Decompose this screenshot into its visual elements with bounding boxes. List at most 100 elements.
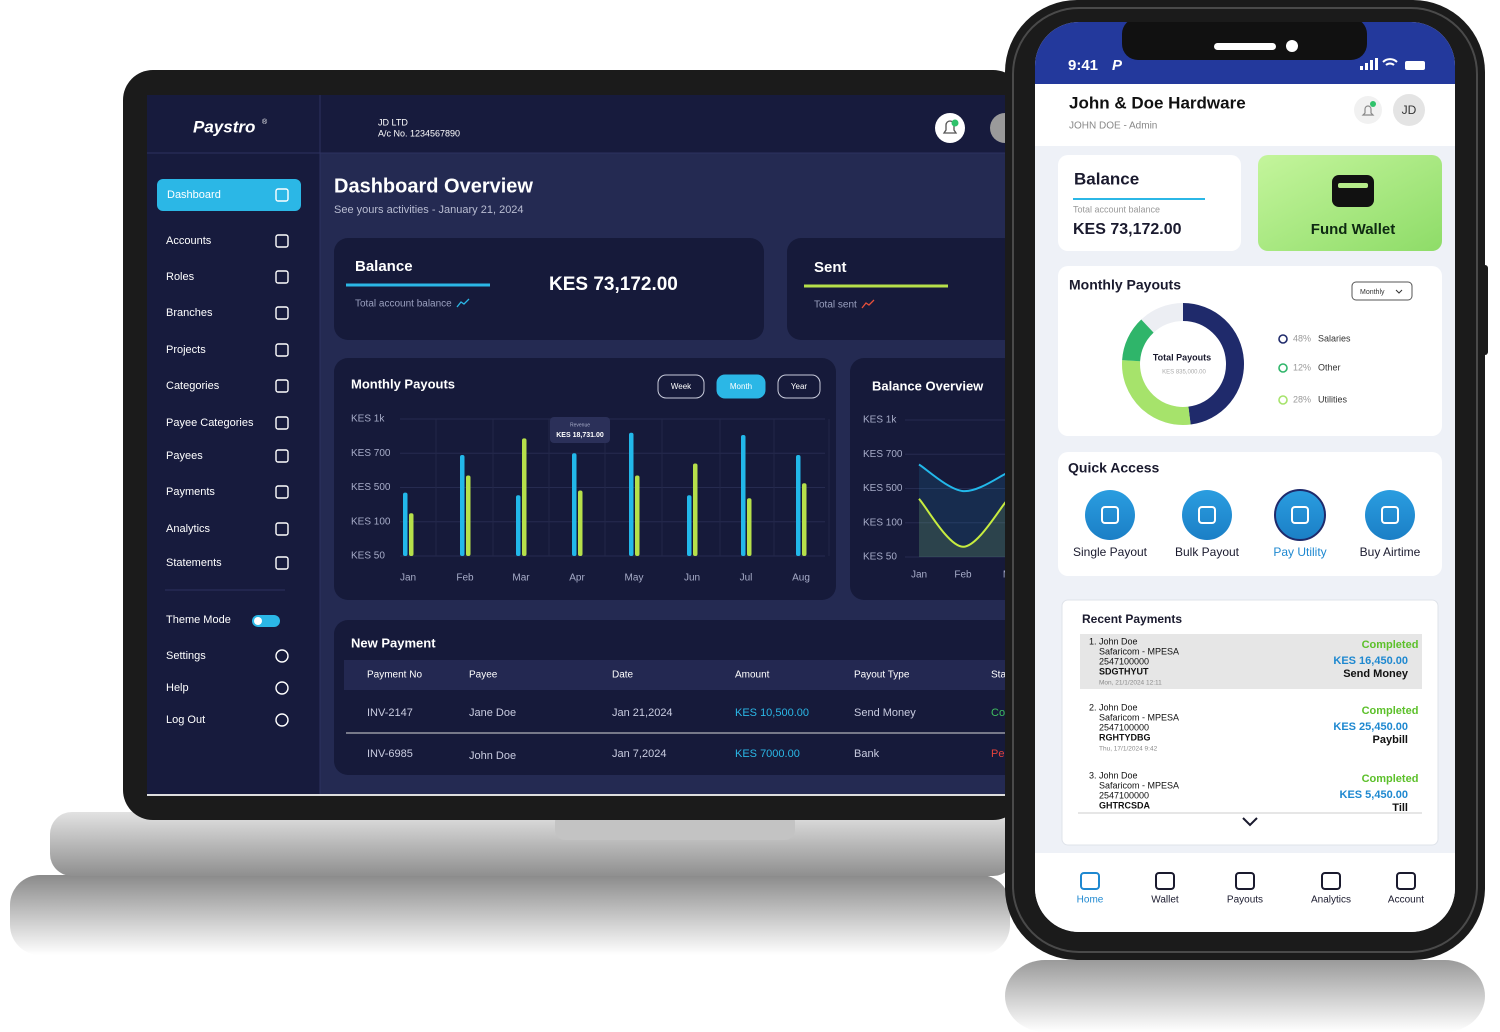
- payment-code: RGHTYDBG: [1099, 732, 1151, 742]
- column-header: Sta: [991, 670, 1006, 681]
- quick-action-button[interactable]: [1085, 490, 1135, 540]
- wifi-icon: [1382, 58, 1398, 66]
- sidebar: [147, 95, 320, 795]
- balance-card: [334, 238, 764, 340]
- payment-channel: Safaricom - MPESA: [1099, 712, 1179, 722]
- legend-value: 48%: [1293, 333, 1311, 343]
- table-cell: Per: [991, 748, 1008, 760]
- nav-item[interactable]: Settings: [166, 650, 206, 662]
- tab-label[interactable]: Payouts: [1227, 895, 1263, 906]
- quick-action-label[interactable]: Bulk Payout: [1175, 545, 1240, 559]
- period-button-label: Month: [730, 382, 752, 391]
- sent-caption: Total sent: [814, 300, 857, 311]
- nav-item[interactable]: Theme Mode: [166, 614, 231, 626]
- payment-index: 3.: [1089, 770, 1097, 780]
- line: [918, 463, 1008, 493]
- table-cell: Cor: [991, 707, 1009, 719]
- bar: [629, 432, 634, 556]
- topbar: [320, 95, 1017, 153]
- balance-title: Balance: [1074, 169, 1139, 188]
- app-header: [1035, 84, 1455, 146]
- period-button[interactable]: [777, 374, 821, 399]
- bar-chart: KES 50 KES 100 KES 500 KES 700 KES 1k Jan Feb M…: [351, 374, 830, 584]
- quick-action-label[interactable]: Single Payout: [1073, 545, 1148, 559]
- bar: [572, 453, 577, 556]
- avatar[interactable]: [1393, 94, 1425, 126]
- wallet-icon: [1332, 175, 1374, 207]
- quick-access-title: Quick Access: [1068, 460, 1160, 476]
- nav-icon: [275, 306, 289, 320]
- nav-item[interactable]: Payee Categories: [166, 417, 254, 429]
- quick-action-label[interactable]: Pay Utility: [1273, 545, 1326, 559]
- payment-amount: KES 25,450.00: [1333, 721, 1408, 733]
- bar: [741, 434, 746, 556]
- nav-item[interactable]: Roles: [166, 271, 195, 283]
- y-tick-label: KES 1k: [351, 414, 385, 425]
- quick-action-button[interactable]: [1365, 490, 1415, 540]
- bell-icon: [1361, 105, 1375, 116]
- y-tick-label: KES 1k: [863, 415, 897, 426]
- nav-item[interactable]: Log Out: [166, 714, 205, 726]
- donut-slice: [1122, 360, 1191, 425]
- table-cell: INV-2147: [367, 707, 413, 719]
- recent-title: Recent Payments: [1082, 612, 1182, 626]
- x-tick-label: Mar: [512, 573, 530, 584]
- x-tick-label: Feb: [954, 570, 972, 581]
- donut-center-value: KES 835,000.00: [1162, 370, 1206, 376]
- quick-access: Single Payout Bulk Payout Pay Utility Buy A…: [1073, 489, 1421, 559]
- y-tick-label: KES 50: [351, 551, 385, 562]
- period-button[interactable]: [716, 374, 766, 399]
- payment-name: John Doe: [1099, 770, 1138, 780]
- bar: [693, 463, 698, 556]
- nav-item[interactable]: Help: [166, 682, 189, 694]
- nav-item[interactable]: Analytics: [166, 523, 211, 535]
- tab-bar: [1035, 853, 1455, 932]
- page-title: Dashboard Overview: [334, 175, 533, 197]
- nav-active[interactable]: [157, 179, 301, 211]
- x-tick-label: Jan: [400, 573, 416, 584]
- nav-item[interactable]: Categories: [166, 380, 220, 392]
- line: [918, 498, 1008, 548]
- nav-item[interactable]: Payments: [166, 486, 215, 498]
- legend-marker: [1278, 395, 1288, 405]
- notification-button[interactable]: [1354, 96, 1382, 124]
- phone: 9:41 P John & Doe Hardware JOHN DOE - Ad…: [1005, 0, 1488, 1032]
- period-dropdown[interactable]: [1351, 281, 1413, 301]
- balance-amount: KES 73,172.00: [1073, 221, 1182, 238]
- nav-icon: [275, 188, 289, 202]
- nav-item[interactable]: Payees: [166, 450, 203, 462]
- payment-name: John Doe: [1099, 702, 1138, 712]
- tab-label[interactable]: Analytics: [1311, 895, 1351, 906]
- payment-channel: Safaricom - MPESA: [1099, 780, 1179, 790]
- payment-amount: KES 5,450.00: [1340, 789, 1409, 801]
- quick-action-label[interactable]: Buy Airtime: [1360, 545, 1421, 559]
- period-button[interactable]: [657, 374, 705, 399]
- nav-item[interactable]: Accounts: [166, 235, 212, 247]
- table-cell: Send Money: [854, 707, 916, 719]
- nav-item[interactable]: Projects: [166, 344, 206, 356]
- table-cell: KES 10,500.00: [735, 707, 809, 719]
- nav-item[interactable]: Branches: [166, 307, 213, 319]
- legend-value: 28%: [1293, 394, 1311, 404]
- quick-action-icon: [1198, 506, 1216, 524]
- x-tick-label: Apr: [569, 573, 585, 584]
- chart-title: Monthly Payouts: [1069, 277, 1181, 293]
- payment-type: Send Money: [1343, 668, 1409, 680]
- quick-action-button[interactable]: [1274, 489, 1326, 541]
- tooltip-label: Revenue: [570, 422, 590, 428]
- nav-item[interactable]: Dashboard: [167, 189, 221, 201]
- payment-name: John Doe: [1099, 636, 1138, 646]
- tab-label[interactable]: Home: [1077, 895, 1104, 906]
- quick-action-button[interactable]: [1182, 490, 1232, 540]
- trend-icon: [861, 299, 875, 309]
- tab-label[interactable]: Account: [1388, 895, 1424, 906]
- expand-chevron[interactable]: [1242, 817, 1258, 827]
- payment-time: Mon, 21/1/2024 12:11: [1099, 680, 1162, 687]
- nav-item[interactable]: Statements: [166, 557, 222, 569]
- notification-button[interactable]: [935, 113, 965, 143]
- donut-slice: [1122, 319, 1154, 362]
- battery-icon: [1405, 61, 1425, 70]
- tab-label[interactable]: Wallet: [1151, 895, 1179, 906]
- quick-access-card: [1058, 452, 1442, 576]
